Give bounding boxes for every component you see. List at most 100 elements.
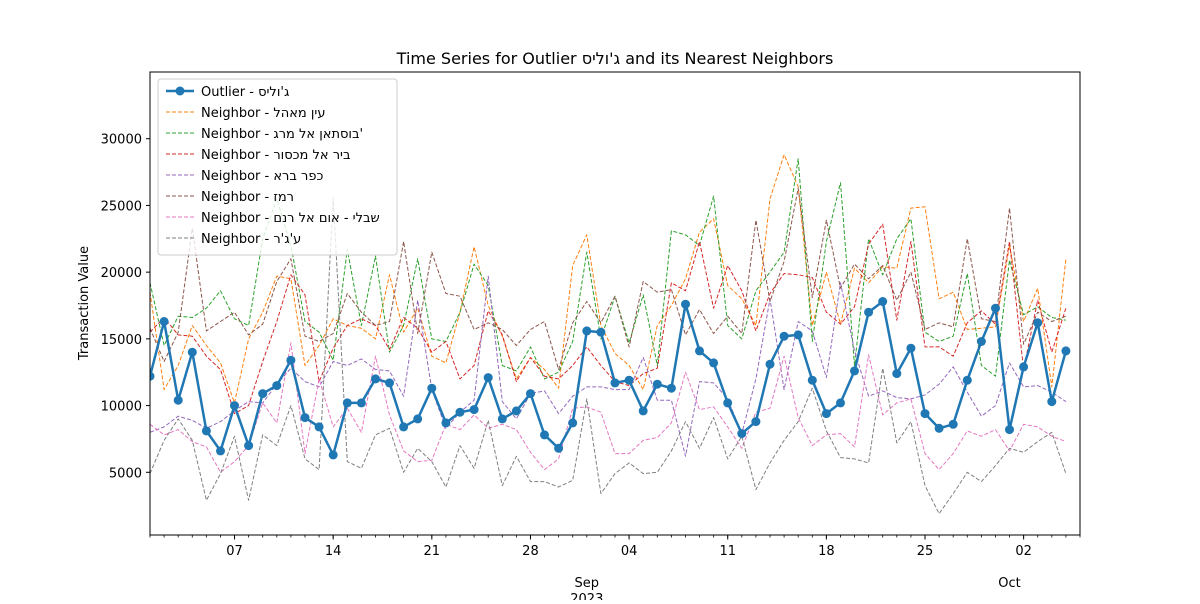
- outlier-point: [244, 441, 254, 451]
- outlier-point: [681, 299, 690, 309]
- outlier-point: [934, 423, 944, 433]
- y-tick-label: 15000: [101, 333, 142, 348]
- outlier-point: [371, 374, 380, 384]
- outlier-point: [385, 378, 394, 388]
- x-tick-label: 18: [818, 544, 835, 559]
- outlier-point: [624, 375, 634, 385]
- outlier-point: [286, 355, 296, 365]
- outlier-point: [483, 373, 493, 383]
- x-tick-label: 14: [325, 544, 342, 559]
- outlier-point: [821, 409, 831, 419]
- outlier-point: [991, 303, 1000, 313]
- outlier-point: [751, 417, 761, 427]
- outlier-point: [723, 398, 733, 408]
- legend-label: Outlier - ג'וליס: [201, 85, 289, 100]
- outlier-point: [892, 369, 902, 379]
- outlier-point: [526, 389, 535, 399]
- x-tick-label: 04: [621, 544, 638, 559]
- outlier-point: [1019, 362, 1029, 372]
- legend-swatch-marker: [175, 86, 185, 96]
- outlier-point: [469, 405, 479, 415]
- outlier-point: [666, 383, 676, 393]
- outlier-point: [441, 418, 451, 428]
- series-line-0: [150, 300, 1068, 457]
- series-line-3: [150, 223, 1067, 415]
- plot-area: 5000 10000 15000 20000 25000 30000 07 14 21 28 04 1…: [101, 71, 1081, 604]
- x-tick-label: 02: [1015, 544, 1032, 559]
- legend-label: Neighbor - עין מאהל: [201, 106, 325, 121]
- legend-label: Neighbor - רמז: [201, 190, 294, 205]
- outlier-point: [920, 409, 930, 419]
- x-tick-label: 21: [424, 544, 441, 559]
- y-axis-label: Transaction Value: [77, 246, 92, 361]
- outlier-point: [737, 429, 747, 439]
- outlier-point: [568, 418, 578, 428]
- y-tick-label: 10000: [101, 400, 142, 415]
- x-month-label: Oct: [998, 576, 1020, 591]
- chart-title: Time Series for Outlier ג'וליס and its N…: [396, 49, 834, 68]
- outlier-point: [582, 326, 592, 336]
- outlier-point: [201, 426, 211, 436]
- legend-label: Neighbor - כפר ברא: [201, 169, 323, 184]
- series-line-7: [150, 196, 1067, 515]
- outlier-point: [610, 378, 620, 388]
- series-line-2: [150, 158, 1066, 380]
- outlier-point: [1061, 346, 1071, 356]
- x-tick-label: 11: [719, 544, 736, 559]
- x-tick-label: 25: [917, 544, 934, 559]
- y-tick-label: 5000: [109, 466, 142, 481]
- outlier-point: [962, 375, 972, 385]
- outlier-point: [187, 347, 197, 357]
- outlier-point: [342, 398, 352, 408]
- outlier-point: [878, 297, 888, 306]
- outlier-point: [399, 422, 409, 432]
- outlier-point: [554, 443, 564, 453]
- legend-label: Neighbor - שבלי - אום אל רנם: [201, 211, 380, 226]
- y-tick-label: 25000: [101, 199, 142, 214]
- outlier-point: [540, 430, 549, 440]
- outlier-point: [836, 398, 845, 408]
- outlier-point: [1033, 318, 1043, 328]
- outlier-point: [230, 401, 239, 411]
- series-line-5: [150, 187, 1067, 370]
- outlier-point: [258, 389, 268, 399]
- legend-label: Neighbor - בוסתאן אל מרג': [201, 127, 363, 142]
- outlier-point: [356, 398, 366, 408]
- outlier-point: [173, 395, 183, 405]
- outlier-point: [765, 359, 775, 369]
- outlier-point: [652, 379, 662, 389]
- outlier-point: [413, 414, 423, 424]
- series-line-1: [150, 154, 1067, 404]
- series-line-4: [150, 275, 1067, 457]
- legend-label: Neighbor - ביר אל מכסור: [201, 148, 350, 163]
- outlier-point: [159, 317, 169, 326]
- x-tick-label: 28: [522, 544, 539, 559]
- outlier-point: [511, 406, 521, 416]
- outlier-point: [1005, 425, 1014, 435]
- outlier-point: [455, 407, 465, 417]
- x-tick-label: 07: [226, 544, 243, 559]
- outlier-point: [497, 414, 507, 424]
- outlier-point: [216, 446, 225, 456]
- outlier-point: [596, 327, 606, 337]
- legend-box: [157, 78, 398, 256]
- outlier-point: [272, 381, 282, 391]
- outlier-point: [906, 343, 916, 353]
- y-tick-label: 30000: [101, 133, 142, 148]
- outlier-point: [850, 366, 859, 376]
- outlier-point: [328, 450, 338, 460]
- outlier-point: [638, 406, 648, 416]
- outlier-point: [427, 383, 437, 393]
- outlier-point: [695, 346, 704, 356]
- outlier-point: [864, 307, 874, 317]
- outlier-point: [150, 371, 155, 381]
- outlier-point: [1047, 397, 1057, 407]
- legend-label: Neighbor - ע'ג'ר: [201, 232, 301, 247]
- x-year-label: 2023: [570, 592, 603, 600]
- outlier-point: [976, 337, 986, 346]
- outlier-point: [709, 358, 719, 368]
- outlier-point: [807, 375, 817, 385]
- series-group: [150, 154, 1071, 515]
